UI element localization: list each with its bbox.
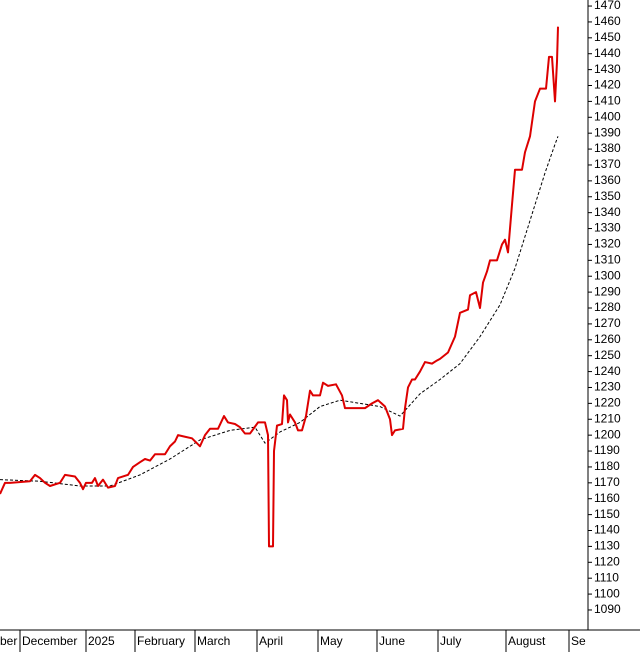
x-tick-label: February	[137, 634, 185, 648]
y-tick-label: 1410	[594, 94, 621, 108]
y-tick-label: 1250	[594, 348, 621, 362]
x-tick-label: April	[259, 634, 283, 648]
x-tick-label: July	[440, 634, 461, 648]
y-tick-label: 1290	[594, 284, 621, 298]
y-tick-label: 1400	[594, 109, 621, 123]
y-tick-label: 1470	[594, 0, 621, 12]
x-tick-label: March	[197, 634, 230, 648]
y-tick-label: 1110	[594, 570, 619, 584]
y-tick-label: 1450	[594, 30, 621, 44]
y-tick-label: 1090	[594, 602, 621, 616]
y-tick-label: 1440	[594, 46, 621, 60]
y-tick-label: 1180	[594, 459, 620, 473]
y-tick-label: 1300	[594, 268, 621, 282]
series-line	[0, 136, 559, 487]
y-tick-label: 1460	[594, 14, 621, 28]
y-tick-label: 1170	[594, 475, 620, 489]
x-tick-label: August	[508, 634, 546, 648]
y-tick-label: 1210	[594, 411, 621, 425]
x-tick-label: Se	[571, 634, 586, 648]
y-tick-label: 1260	[594, 332, 621, 346]
y-tick-label: 1350	[594, 189, 621, 203]
x-tick-label: June	[379, 634, 405, 648]
y-tick-label: 1330	[594, 221, 621, 235]
x-tick-label: May	[320, 634, 343, 648]
y-tick-label: 1130	[594, 539, 620, 553]
y-tick-label: 1390	[594, 125, 621, 139]
y-tick-label: 1320	[594, 237, 621, 251]
y-tick-label: 1190	[594, 443, 620, 457]
y-tick-label: 1270	[594, 316, 621, 330]
y-tick-label: 1220	[594, 396, 621, 410]
y-tick-label: 1140	[594, 523, 620, 537]
y-tick-label: 1160	[594, 491, 620, 505]
y-tick-label: 1100	[594, 586, 620, 600]
y-tick-label: 1380	[594, 141, 621, 155]
y-tick-label: 1150	[594, 507, 620, 521]
x-tick-label: 2025	[88, 634, 115, 648]
y-tick-label: 1430	[594, 62, 621, 76]
series-line	[0, 26, 559, 548]
y-tick-label: 1200	[594, 427, 621, 441]
x-tick-label: December	[22, 634, 77, 648]
y-tick-label: 1370	[594, 157, 621, 171]
y-tick-label: 1310	[594, 252, 621, 266]
y-tick-label: 1230	[594, 380, 621, 394]
y-tick-label: 1420	[594, 78, 621, 92]
y-tick-label: 1360	[594, 173, 621, 187]
y-tick-label: 1280	[594, 300, 621, 314]
y-tick-label: 1340	[594, 205, 621, 219]
x-tick-label: ber	[0, 634, 17, 648]
y-tick-label: 1120	[594, 554, 620, 568]
y-tick-label: 1240	[594, 364, 621, 378]
